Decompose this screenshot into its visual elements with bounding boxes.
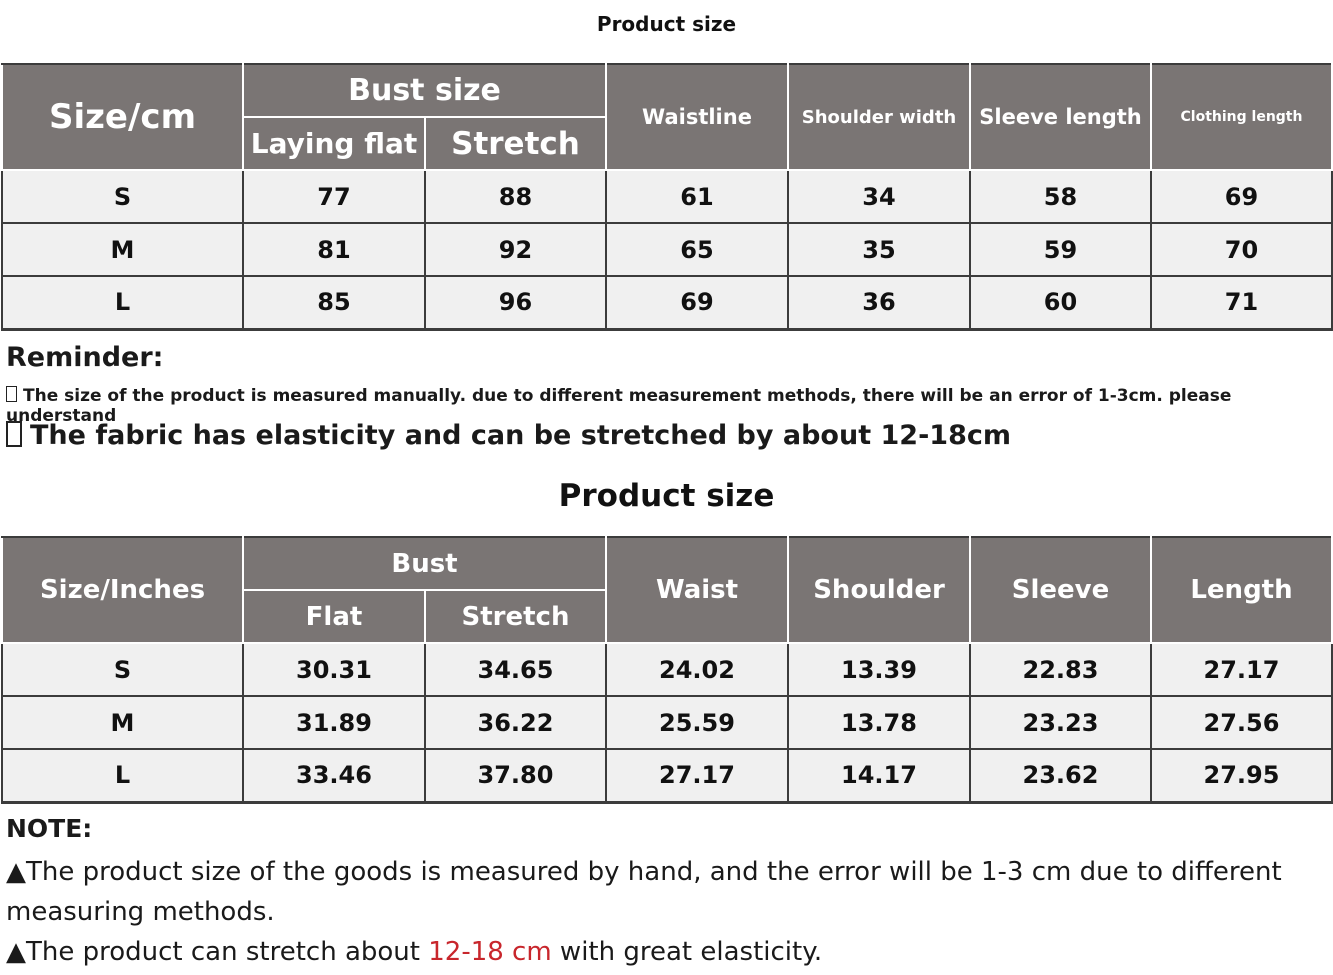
size-label-cell: M: [1, 222, 244, 277]
table-cell: 27.17: [1150, 642, 1333, 697]
table-cell: 70: [1150, 222, 1333, 277]
bust-flat-header: Laying flat: [242, 116, 426, 171]
sleeve-header: Sleeve: [969, 536, 1152, 644]
table-cell: 27.56: [1150, 695, 1333, 750]
table-cell: 36.22: [424, 695, 607, 750]
table-cell: 88: [424, 169, 607, 224]
reminder-line-2-text: The fabric has elasticity and can be str…: [30, 420, 1011, 451]
table-cell: 24.02: [605, 642, 789, 697]
table-cell: 96: [424, 275, 607, 331]
table-cell: 37.80: [424, 748, 607, 804]
note-heading: NOTE:: [6, 814, 93, 843]
table-cell: 77: [242, 169, 426, 224]
table-cell: 69: [605, 275, 789, 331]
table-cell: 71: [1150, 275, 1333, 331]
sleeve-header: Sleeve length: [969, 63, 1152, 171]
table-cell: 30.31: [242, 642, 426, 697]
table-cell: 60: [969, 275, 1152, 331]
note-line-2-post: with great elasticity.: [551, 937, 823, 967]
size-table-cm: Size/cm Bust size Waistline Shoulder wid…: [1, 63, 1333, 331]
bust-header: Bust: [242, 536, 607, 591]
size-label-cell: M: [1, 695, 244, 750]
shoulder-header: Shoulder width: [787, 63, 971, 171]
table-row: L 85 96 69 36 60 71: [1, 275, 1333, 331]
table-cell: 85: [242, 275, 426, 331]
table-cell: 23.62: [969, 748, 1152, 804]
reminder-heading: Reminder:: [6, 342, 164, 373]
reminder-line-2: The fabric has elasticity and can be str…: [6, 420, 1011, 451]
table-cell: 34: [787, 169, 971, 224]
table-cell: 27.95: [1150, 748, 1333, 804]
table-cell: 35: [787, 222, 971, 277]
bust-stretch-header: Stretch: [424, 116, 607, 171]
bust-stretch-header: Stretch: [424, 589, 607, 644]
table-cell: 31.89: [242, 695, 426, 750]
checkbox-glyph-icon: [6, 386, 17, 402]
table-cell: 92: [424, 222, 607, 277]
table-cell: 13.78: [787, 695, 971, 750]
table-row: S 30.31 34.65 24.02 13.39 22.83 27.17: [1, 642, 1333, 697]
note-line-1: ▲The product size of the goods is measur…: [6, 857, 1282, 927]
shoulder-header: Shoulder: [787, 536, 971, 644]
waistline-header: Waistline: [605, 63, 789, 171]
length-header: Length: [1150, 536, 1333, 644]
bust-header: Bust size: [242, 63, 607, 118]
table-cell: 23.23: [969, 695, 1152, 750]
table-row: M 31.89 36.22 25.59 13.78 23.23 27.56: [1, 695, 1333, 750]
size-header: Size/Inches: [1, 536, 244, 644]
table-row: L 33.46 37.80 27.17 14.17 23.62 27.95: [1, 748, 1333, 804]
size-header: Size/cm: [1, 63, 244, 171]
note-line-2-pre: ▲The product can stretch about: [6, 937, 429, 967]
table-cell: 36: [787, 275, 971, 331]
note-line-2: ▲The product can stretch about 12-18 cm …: [6, 932, 822, 972]
top-title: Product size: [596, 12, 737, 36]
table-cell: 69: [1150, 169, 1333, 224]
table-cell: 22.83: [969, 642, 1152, 697]
table-cell: 61: [605, 169, 789, 224]
reminder-line-1-text: The size of the product is measured manu…: [6, 386, 1232, 426]
table-cell: 59: [969, 222, 1152, 277]
table-cell: 25.59: [605, 695, 789, 750]
table-cell: 27.17: [605, 748, 789, 804]
bust-flat-header: Flat: [242, 589, 426, 644]
note-line-2-highlight: 12-18 cm: [428, 937, 552, 967]
length-header: Clothing length: [1150, 63, 1333, 171]
table-cell: 81: [242, 222, 426, 277]
size-label-cell: S: [1, 642, 244, 697]
checkbox-glyph-icon: [6, 421, 22, 447]
size-label-cell: L: [1, 275, 244, 331]
size-table-inches: Size/Inches Bust Waist Shoulder Sleeve L…: [1, 536, 1333, 804]
table-cell: 65: [605, 222, 789, 277]
table-cell: 13.39: [787, 642, 971, 697]
table-cell: 33.46: [242, 748, 426, 804]
second-title: Product size: [558, 478, 775, 514]
table-row: M 81 92 65 35 59 70: [1, 222, 1333, 277]
table-row: S 77 88 61 34 58 69: [1, 169, 1333, 224]
table-cell: 34.65: [424, 642, 607, 697]
size-label-cell: S: [1, 169, 244, 224]
table-cell: 58: [969, 169, 1152, 224]
table-cell: 14.17: [787, 748, 971, 804]
reminder-line-1: The size of the product is measured manu…: [6, 386, 1333, 426]
size-label-cell: L: [1, 748, 244, 804]
waist-header: Waist: [605, 536, 789, 644]
